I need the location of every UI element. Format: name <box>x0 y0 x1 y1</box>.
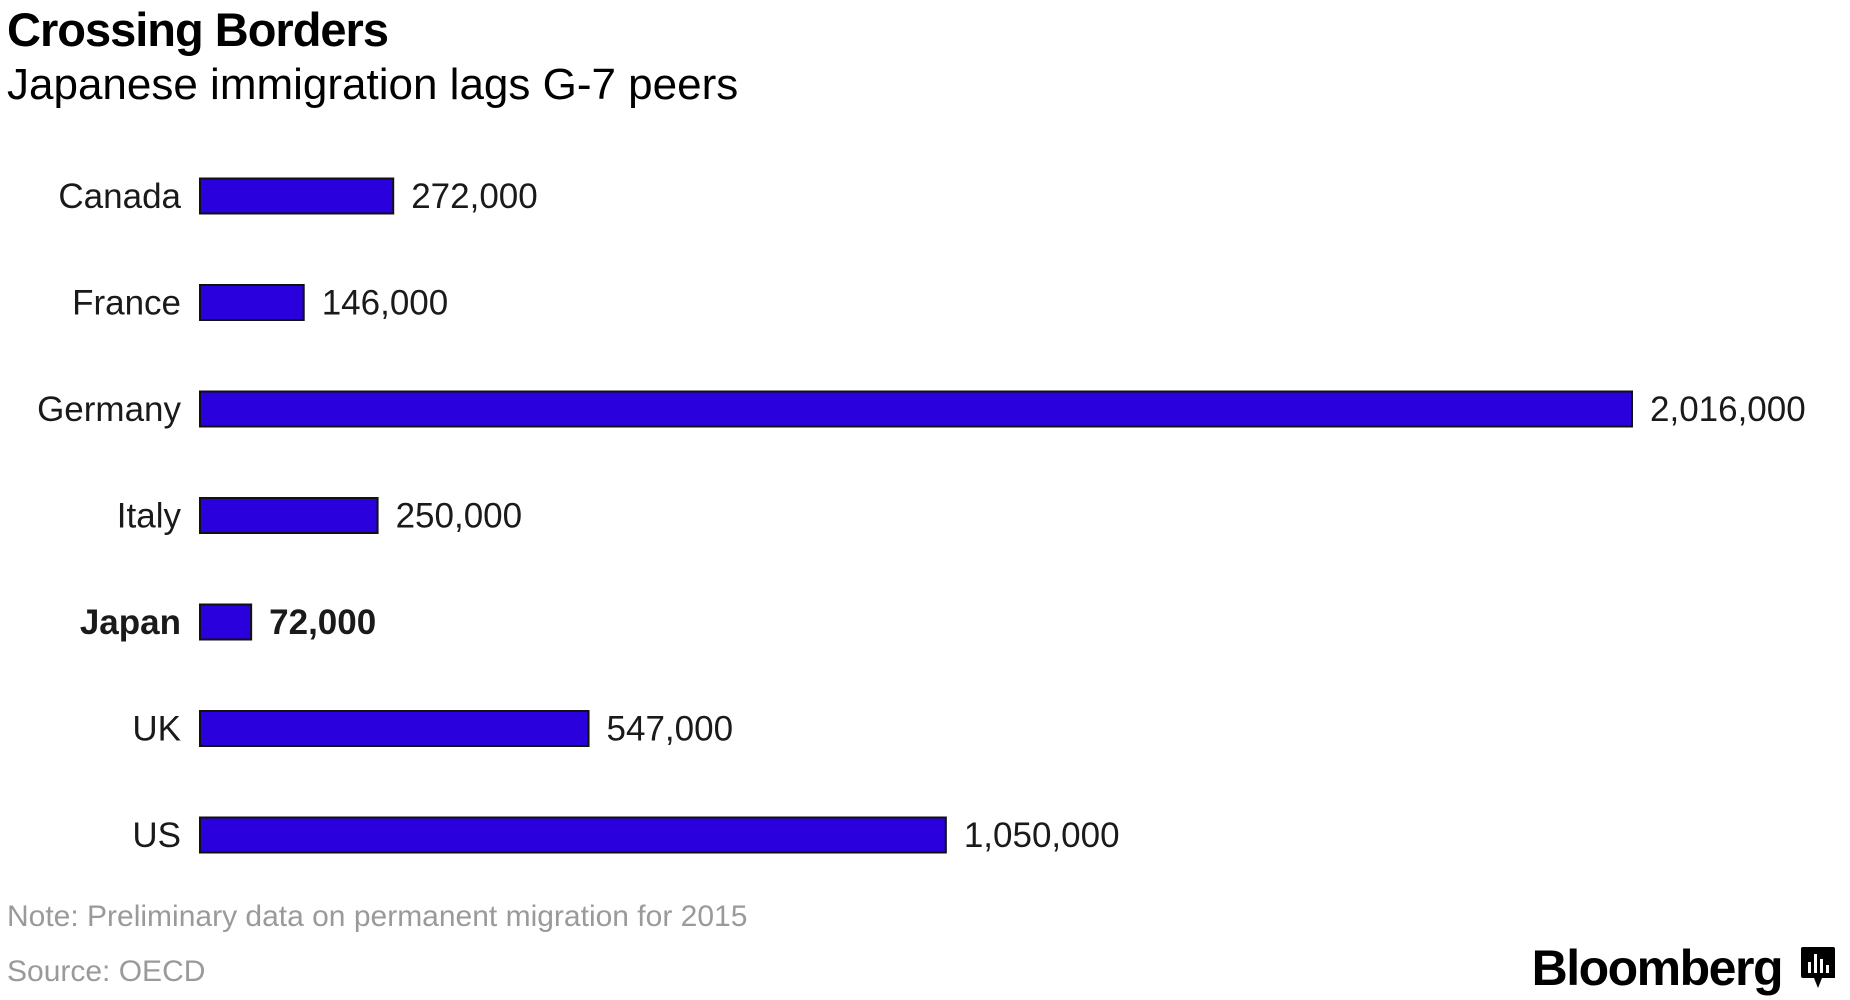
category-label-us: US <box>132 816 181 855</box>
value-label-uk: 547,000 <box>607 710 734 749</box>
value-label-us: 1,050,000 <box>964 816 1120 855</box>
category-label-italy: Italy <box>117 497 182 536</box>
brand-wordmark: Bloomberg <box>1531 940 1784 996</box>
chart-source: Source: OECD <box>7 955 206 988</box>
category-label-japan: Japan <box>80 603 181 642</box>
bar-chart: Canada 272,000 France 146,000 Germany 2,016,0… <box>37 177 1806 855</box>
category-label-canada: Canada <box>58 177 181 216</box>
value-label-france: 146,000 <box>322 284 449 323</box>
chart-subtitle: Japanese immigration lags G-7 peers <box>7 60 739 109</box>
bar-france <box>199 284 305 321</box>
bar-germany <box>199 390 1633 428</box>
bar-us <box>199 816 947 854</box>
value-label-germany: 2,016,000 <box>1650 390 1806 429</box>
bar-japan <box>199 603 253 641</box>
chart-title: Crossing Borders <box>7 3 389 56</box>
value-label-japan: 72,000 <box>269 603 376 642</box>
category-label-uk: UK <box>132 710 181 749</box>
brand-logo: Bloomberg <box>1532 943 1836 993</box>
bar-italy <box>199 497 379 534</box>
value-label-italy: 250,000 <box>396 497 523 536</box>
category-label-germany: Germany <box>37 390 181 429</box>
bar-uk <box>199 710 590 747</box>
chart-note: Note: Preliminary data on permanent migr… <box>7 900 748 933</box>
category-label-france: France <box>72 284 181 323</box>
bar-canada <box>199 177 395 215</box>
value-label-canada: 272,000 <box>411 177 538 216</box>
bloomberg-chart-icon <box>1801 947 1835 988</box>
